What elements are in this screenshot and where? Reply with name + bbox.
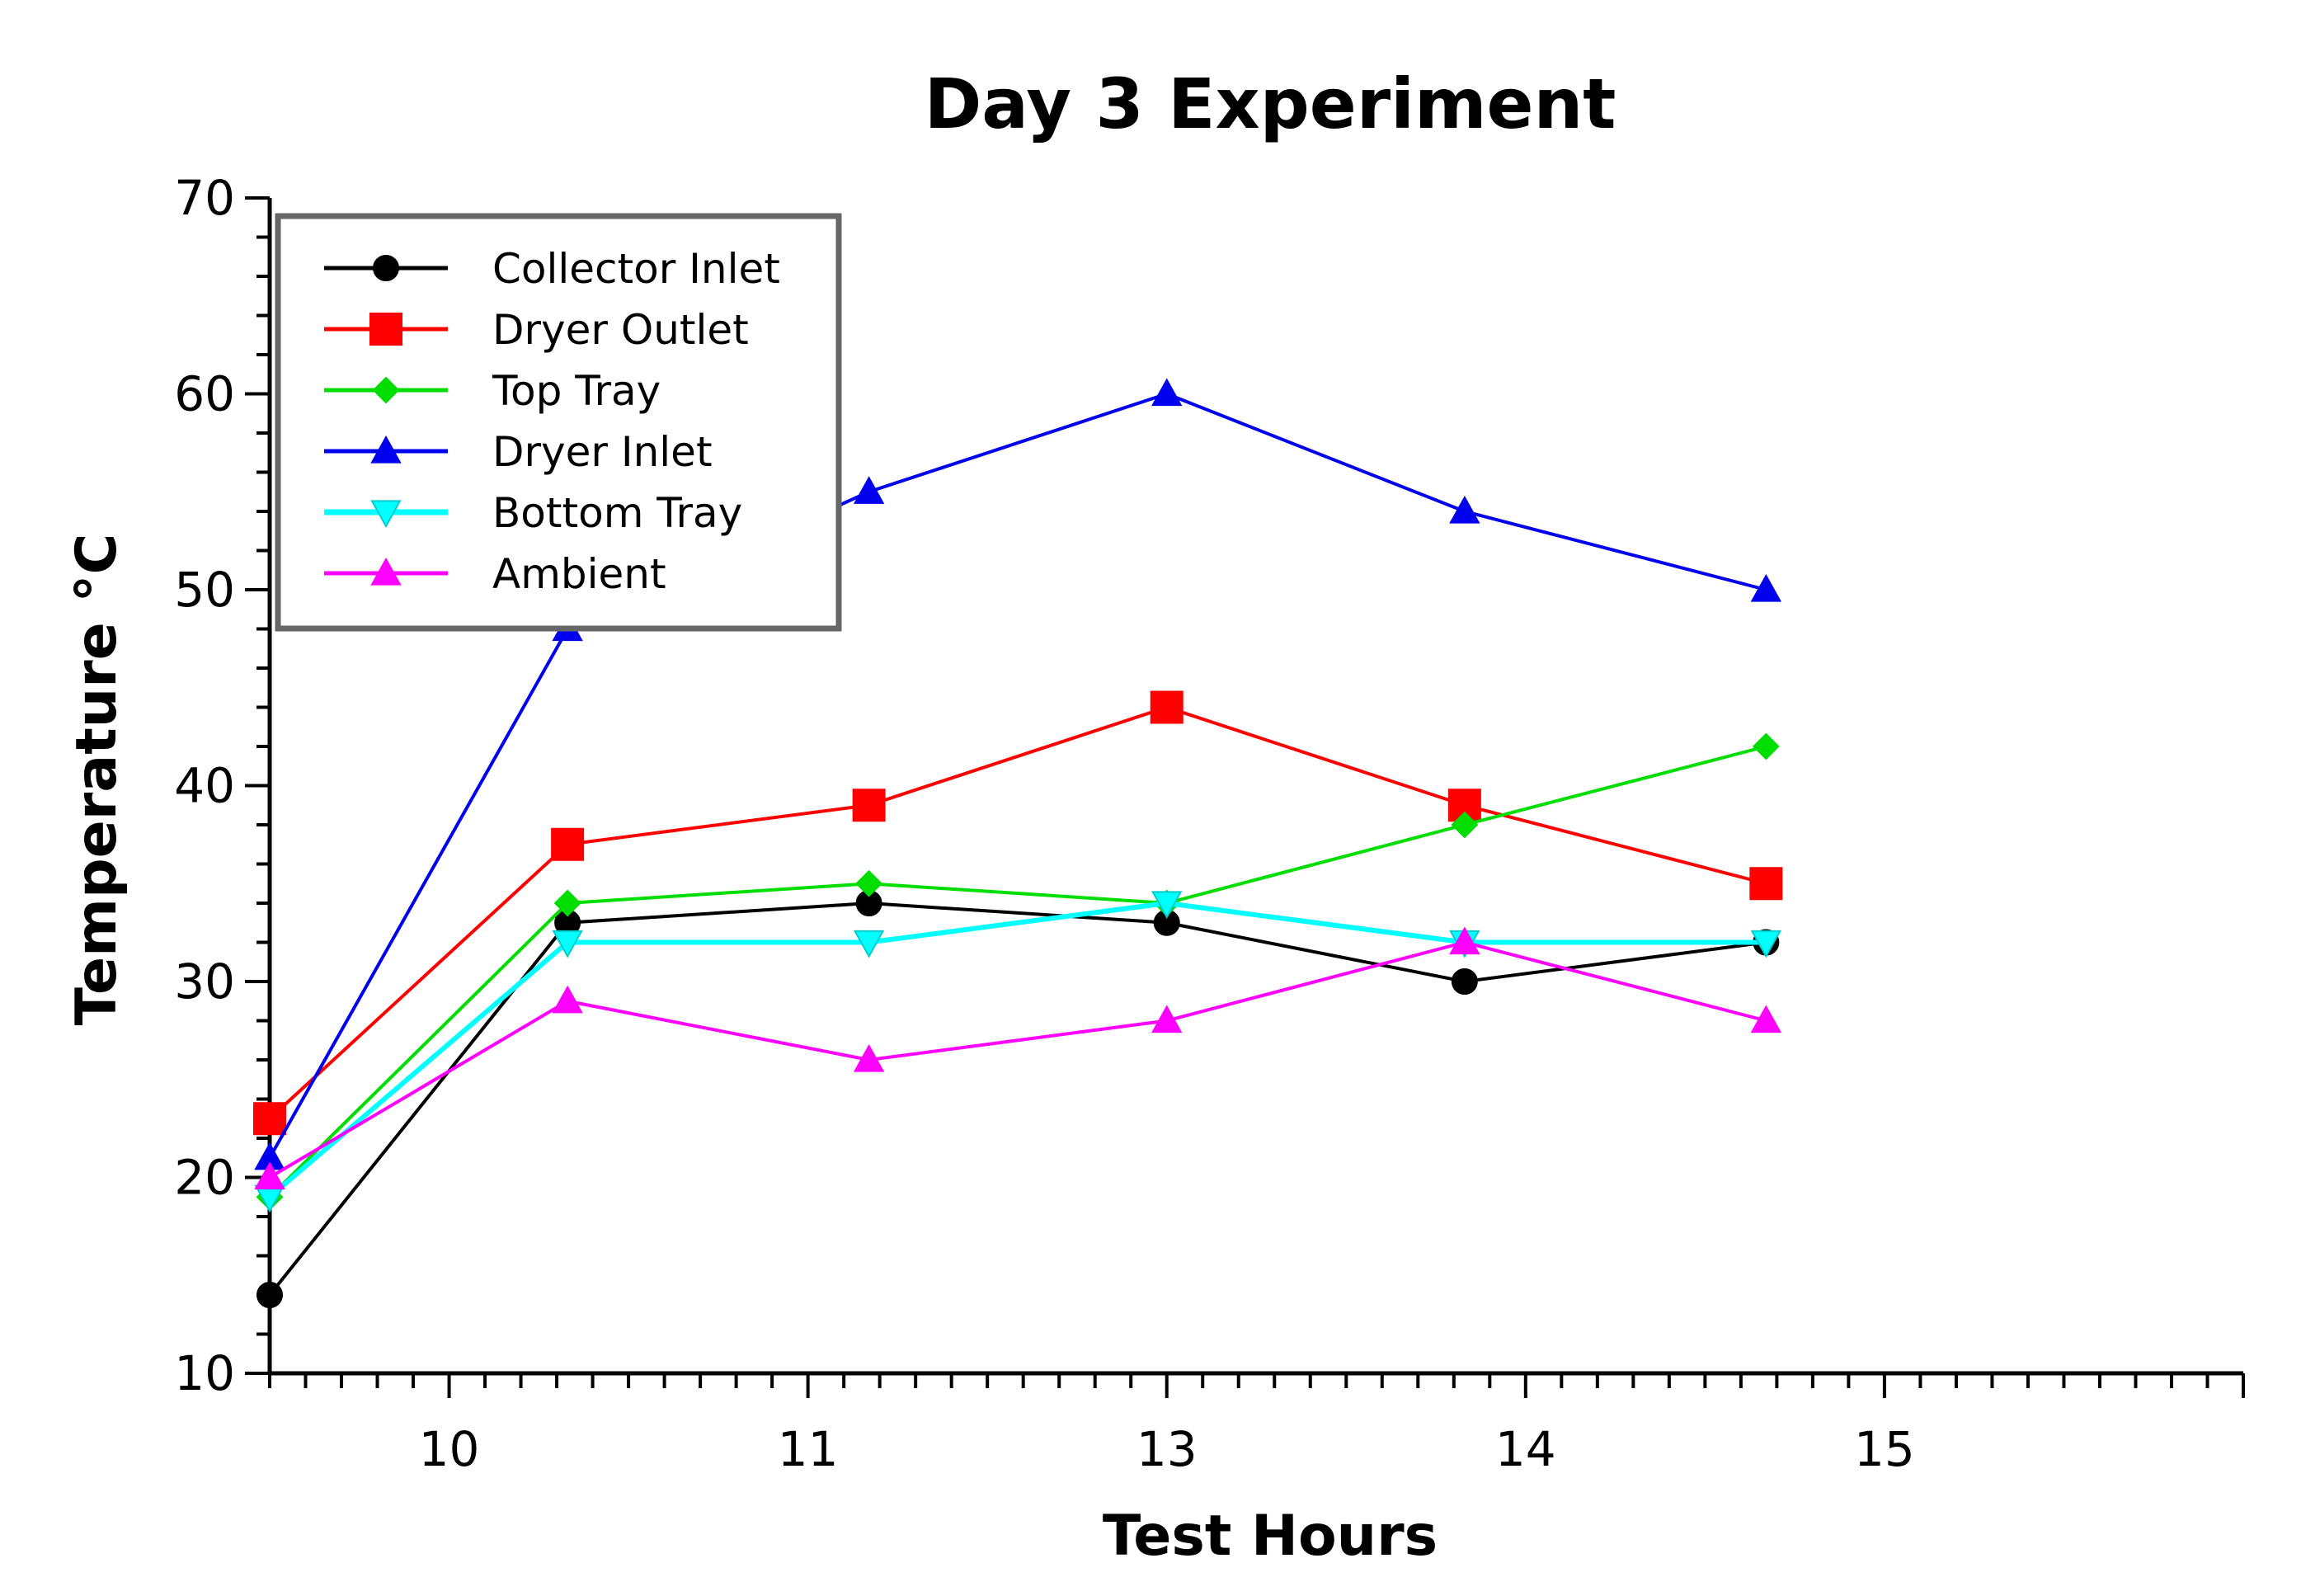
legend-label: Dryer Inlet (492, 428, 713, 476)
data-point (551, 827, 585, 861)
series-line (268, 705, 1767, 1120)
legend-marker (370, 435, 402, 464)
data-point (1451, 968, 1478, 995)
data-point (1750, 1005, 1782, 1033)
data-point (1752, 732, 1780, 760)
data-point (553, 889, 581, 917)
series-line (268, 392, 1767, 1159)
legend-item: Dryer Outlet (324, 306, 749, 354)
x-tick-label: 15 (1854, 1421, 1915, 1477)
legend-box (275, 213, 842, 632)
x-tick-label: 14 (1495, 1421, 1556, 1477)
legend: Collector Inlet Dryer Outlet Top Tray Dryer… (275, 213, 842, 632)
legend-label: Top Tray (492, 367, 661, 415)
series-ambient (254, 926, 1782, 1190)
x-axis-label: Test Hours (1103, 1504, 1438, 1569)
legend-label: Ambient (492, 550, 666, 598)
legend-label: Bottom Tray (492, 489, 742, 537)
legend-label: Dryer Outlet (492, 306, 749, 354)
data-point (852, 789, 886, 822)
legend-item: Top Tray (324, 367, 661, 415)
data-point (552, 930, 583, 958)
data-point (1449, 926, 1480, 955)
y-tick-label: 20 (174, 1150, 235, 1206)
y-tick-label: 40 (174, 758, 235, 814)
legend-label: Collector Inlet (492, 245, 780, 293)
x-tick-label: 13 (1136, 1421, 1198, 1477)
data-point (855, 869, 883, 897)
legend-marker (370, 500, 402, 529)
data-point (1151, 1005, 1183, 1033)
data-point (1150, 690, 1184, 724)
data-point (253, 1102, 286, 1136)
x-tick-label: 11 (778, 1421, 839, 1477)
series-line (268, 940, 1767, 1179)
data-point (1151, 378, 1183, 407)
series-line (268, 900, 1767, 1199)
data-point (256, 1282, 283, 1308)
legend-item: Collector Inlet (324, 245, 780, 293)
data-point (853, 1043, 885, 1072)
y-tick-label: 60 (174, 366, 235, 422)
legend-item: Ambient (324, 550, 666, 598)
data-point (1449, 495, 1480, 524)
series-dryer-outlet (253, 690, 1783, 1136)
legend-marker (369, 313, 402, 346)
data-point (1151, 891, 1183, 920)
legend-item: Dryer Inlet (324, 428, 713, 476)
data-point (254, 1161, 285, 1190)
y-tick-label: 10 (174, 1345, 235, 1401)
data-point (1750, 930, 1782, 958)
legend-marker (373, 255, 399, 281)
x-tick-label: 10 (419, 1421, 480, 1477)
series-line (268, 745, 1767, 1198)
data-point (853, 476, 885, 504)
data-point (552, 985, 583, 1014)
series-layer (253, 378, 1783, 1308)
y-tick-label: 50 (174, 562, 235, 618)
chart-title: Day 3 Experiment (925, 64, 1616, 144)
y-axis-label: Temperature °C (64, 534, 129, 1026)
y-tick-label: 30 (174, 953, 235, 1010)
data-point (1451, 811, 1479, 839)
y-tick-label: 70 (174, 170, 235, 226)
data-point (1749, 867, 1783, 901)
legend-marker (370, 557, 402, 586)
axes: 10 20 30 40 50 60 70 10 11 13 14 15 (174, 170, 2245, 1477)
legend-item: Bottom Tray (324, 489, 742, 537)
legend-marker (372, 376, 400, 404)
data-point (853, 930, 885, 958)
data-point (1750, 573, 1782, 602)
